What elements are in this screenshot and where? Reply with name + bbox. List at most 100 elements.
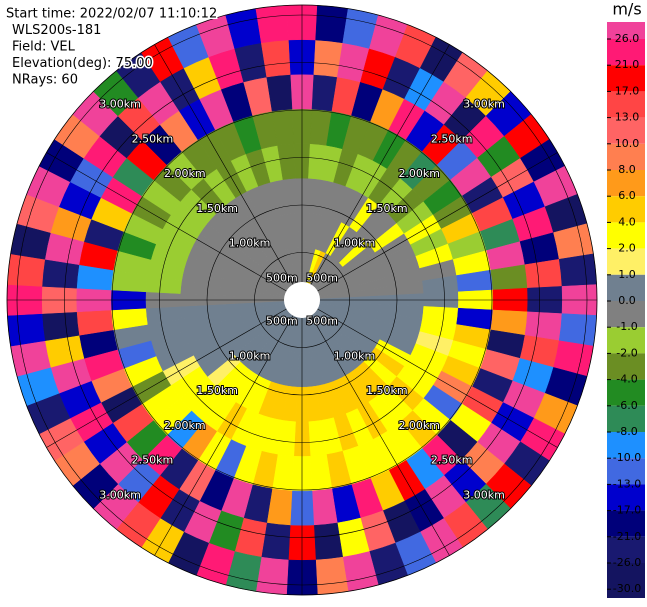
range-label: 3.00km (463, 98, 505, 111)
range-label: 1.00km (229, 237, 271, 250)
cell (558, 313, 597, 347)
cell (255, 556, 289, 595)
header-line: NRays: 60 (12, 73, 78, 88)
colorbar-title: m/s (612, 0, 641, 19)
range-ring (254, 252, 350, 348)
cell (41, 311, 80, 342)
colorbar-band (607, 39, 645, 66)
range-label: 2.00km (164, 167, 206, 180)
colorbar-tick-label: 21.0 (615, 58, 640, 71)
spoke (301, 299, 450, 556)
colorbar-band (607, 432, 645, 459)
range-label: 2.50km (431, 454, 473, 467)
range-label: 1.50km (196, 202, 238, 215)
range-ring (111, 109, 493, 491)
spoke (301, 152, 558, 301)
range-ring (159, 157, 445, 443)
header-line: Elevation(deg): 75.00 (12, 56, 153, 71)
range-label: 1.50km (196, 384, 238, 397)
header-line: Field: VEL (12, 40, 76, 55)
cell (7, 253, 46, 287)
spoke (154, 299, 303, 556)
range-ring (16, 14, 588, 586)
colorbar-band (607, 327, 645, 354)
colorbar-band (607, 379, 645, 406)
colorbar-band (607, 510, 645, 537)
colorbar-tick-label: 10.0 (615, 137, 640, 150)
colorbar-tick-label: -4.0 (616, 373, 637, 386)
range-label: 1.50km (366, 384, 408, 397)
range-label: 1.50km (366, 202, 408, 215)
colorbar-tick-label: 17.0 (615, 84, 640, 97)
range-label: 2.00km (398, 167, 440, 180)
colorbar-band (607, 143, 645, 170)
colorbar-tick-label: -1.0 (616, 320, 637, 333)
colorbar-tick-label: 8.0 (618, 163, 636, 176)
colorbar-band (607, 22, 645, 39)
colorbar-tick-label: -21.0 (613, 530, 641, 543)
colorbar: m/s 26.0 21.0 17.0 13.0 10.0 8.0 6.0 4.0 2.0 1.0 0.… (607, 0, 645, 598)
center-hole (284, 282, 320, 318)
colorbar-tick-label: 4.0 (618, 215, 636, 228)
header: Start time: 2022/02/07 11:10:12WLS200s-1… (5, 5, 219, 89)
header-line: Start time: 2022/02/07 11:10:12 (6, 7, 217, 22)
range-label: 2.50km (431, 132, 473, 145)
colorbar-band (607, 117, 645, 144)
range-label: 500m (306, 315, 338, 328)
range-label: 2.50km (132, 132, 174, 145)
spoke (46, 152, 303, 301)
colorbar-tick-label: 1.0 (618, 268, 636, 281)
colorbar-band (607, 170, 645, 197)
colorbar-band (607, 65, 645, 92)
colorbar-band (607, 248, 645, 275)
colorbar-band (607, 458, 645, 485)
spoke (301, 44, 450, 301)
range-label: 2.00km (164, 419, 206, 432)
colorbar-tick-label: -2.0 (616, 346, 637, 359)
range-label: 1.00km (334, 349, 376, 362)
cell (313, 522, 344, 561)
range-label: 500m (306, 271, 338, 284)
colorbar-band (607, 222, 645, 249)
spoke (46, 299, 303, 448)
colorbar-tick-label: -10.0 (613, 451, 641, 464)
cell (260, 39, 291, 78)
range-label: 2.00km (398, 419, 440, 432)
cell (255, 5, 289, 44)
range-label: 1.00km (229, 349, 271, 362)
range-label: 1.00km (334, 237, 376, 250)
colorbar-tick-label: 6.0 (618, 189, 636, 202)
colorbar-band (607, 536, 645, 563)
range-label: 500m (266, 271, 298, 284)
colorbar-band (607, 274, 645, 301)
header-line: WLS200s-181 (12, 23, 101, 38)
range-label: 3.00km (99, 98, 141, 111)
range-label: 3.00km (463, 488, 505, 501)
colorbar-band (607, 301, 645, 328)
cell (7, 313, 46, 347)
colorbar-tick-label: 2.0 (618, 242, 636, 255)
cells (6, 4, 598, 596)
colorbar-tick-label: -8.0 (616, 425, 637, 438)
colorbar-tick-label: -13.0 (613, 477, 641, 490)
cell (315, 5, 349, 44)
colorbar-tick-label: 13.0 (615, 111, 640, 124)
cell (524, 258, 563, 289)
spoke (301, 299, 558, 448)
cell (558, 253, 597, 287)
range-label: 3.00km (99, 488, 141, 501)
colorbar-tick-label: -6.0 (616, 399, 637, 412)
range-ring (206, 204, 398, 396)
range-label: 500m (266, 315, 298, 328)
colorbar-band (607, 405, 645, 432)
labels: 500m 500m 500m 500m 1.00km 1.00km 1.00km 1.00km… (98, 97, 506, 503)
colorbar-band (607, 353, 645, 380)
colorbar-band (607, 91, 645, 118)
colorbar-band (607, 484, 645, 511)
colorbar-tick-label: 0.0 (618, 294, 636, 307)
colorbar-tick-label: -26.0 (613, 556, 641, 569)
colorbar-tick-label: -17.0 (613, 504, 641, 517)
colorbar-band (607, 196, 645, 223)
range-label: 2.50km (132, 454, 174, 467)
